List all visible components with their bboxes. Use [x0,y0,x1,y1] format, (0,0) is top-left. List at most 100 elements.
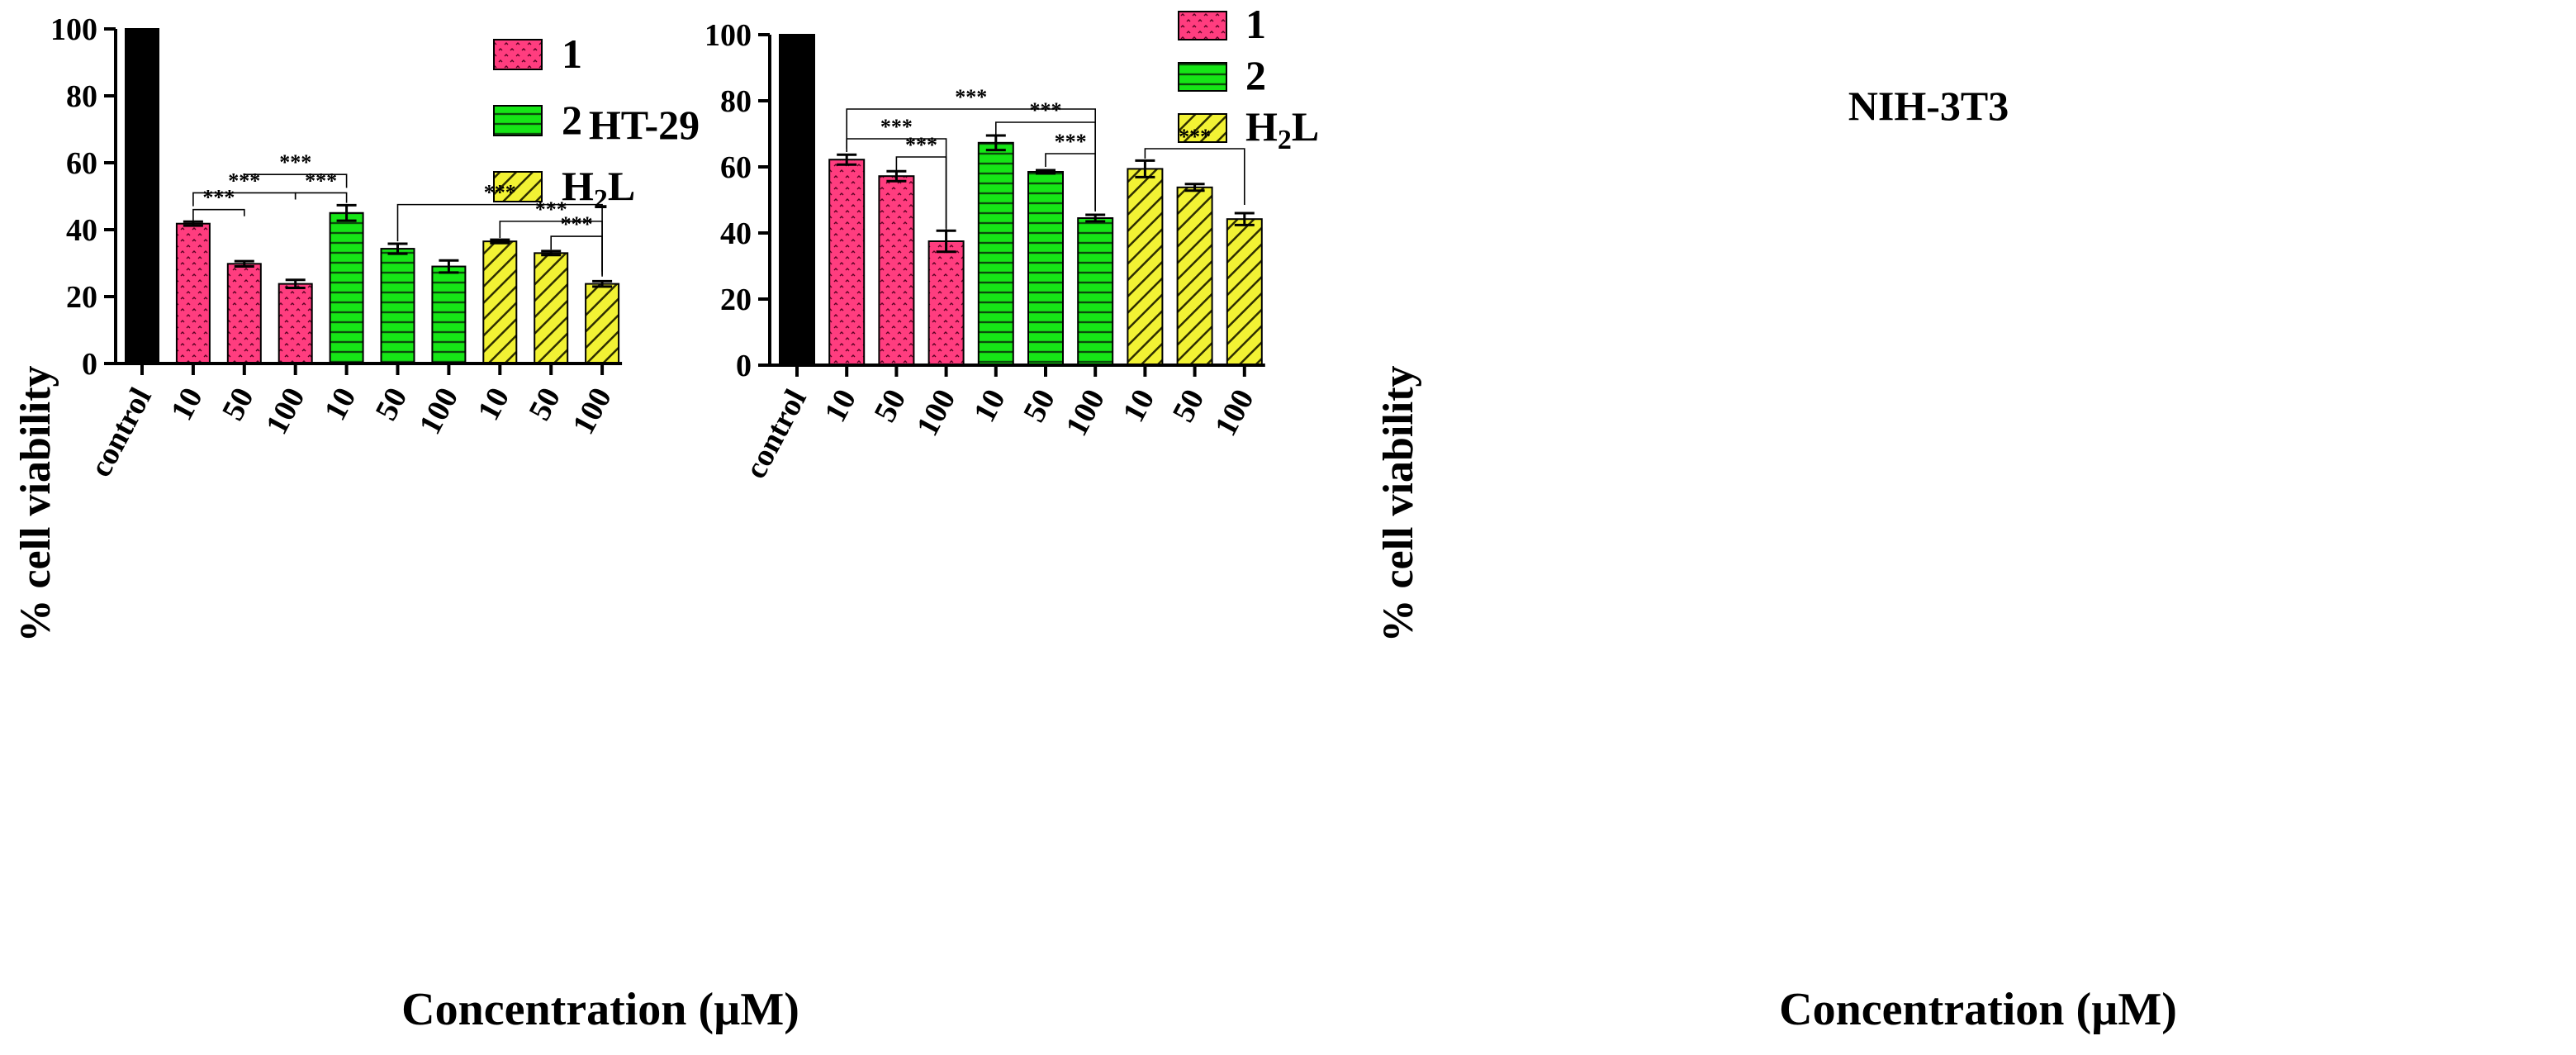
bar-2-10 [977,141,1014,367]
significance-label: *** [484,181,516,205]
bar-1-50 [226,263,262,364]
legend: 1 2 H2L [1178,1,1319,155]
significance-label: *** [1055,130,1087,154]
significance-label: *** [1030,98,1062,122]
bracket-line [1045,153,1096,210]
error-bar [592,279,613,288]
significance-bracket: *** [550,212,603,277]
x-tick-label: control [738,384,814,485]
error-bar [1234,211,1255,226]
y-tick-label: 40 [66,213,97,248]
bar-H2L-100 [1226,218,1263,367]
bar-1-10 [175,222,211,364]
error-bar [1085,213,1106,223]
x-tick-label: 100 [1059,384,1112,442]
legend-swatch [1178,11,1227,40]
legend-swatch [493,105,543,136]
x-tick-label: 10 [471,383,516,426]
error-bar [1135,159,1155,178]
significance-label: *** [535,197,567,221]
bar-2-50 [380,248,415,364]
error-bar [387,242,408,255]
error-bar [936,229,956,254]
significance-label: *** [305,169,337,192]
chart-panel-nih3t3: NIH-3T3 % cell viability Concentration (… [704,1,2177,1035]
bar-control-control [125,28,159,364]
y-tick-label: 40 [720,216,752,251]
error-bar [541,249,562,257]
error-bar [490,238,510,245]
x-tick-label: 100 [413,383,466,440]
significance-label: *** [202,186,235,210]
bar-control-control [779,34,815,366]
y-tick-label: 0 [82,347,97,382]
x-tick-label: 50 [369,383,415,426]
bracket-line [1144,148,1245,205]
bar-H2L-50 [1176,186,1213,366]
bar-1-50 [878,175,915,366]
significance-bracket: *** [895,133,947,230]
significance-label: *** [1179,125,1211,149]
chart-title: NIH-3T3 [1848,83,2009,129]
legend-item-compound_1: 1 [1178,1,1266,47]
bar-1-10 [828,159,866,366]
x-tick-label: 10 [164,383,210,426]
y-tick-label: 100 [704,18,752,53]
significance-label: *** [561,212,593,236]
x-tick-label: 10 [818,384,863,428]
bar-H2L-50 [534,252,569,364]
significance-bracket: *** [499,197,603,275]
y-tick-label: 60 [720,150,752,185]
bracket-line [294,192,348,203]
chart-title: HT-29 [589,102,700,148]
bar-H2L-100 [585,283,620,364]
error-bar [285,278,306,289]
significance-label: *** [905,133,937,157]
y-tick-label: 80 [720,84,752,119]
bracket-line [244,173,348,188]
x-axis-title: Concentration (µM) [401,984,799,1035]
legend-label: H2L [562,163,635,215]
bar-2-10 [329,211,364,364]
error-bar [1184,183,1205,192]
error-bar [336,203,357,222]
x-tick-label: 100 [566,383,619,440]
x-tick-label: control [83,383,159,483]
significance-bracket: *** [1144,125,1245,205]
significance-bracket: *** [294,169,348,203]
legend-item-compound_1: 1 [493,31,582,77]
significance-label: *** [955,85,987,109]
x-tick-label: 50 [1017,384,1062,428]
significance-label: *** [279,150,311,174]
significance-bracket: *** [1045,130,1096,210]
error-bar [886,169,907,183]
legend-swatch [493,171,543,202]
y-tick-label: 0 [736,349,752,383]
significance-label: *** [880,115,913,139]
error-bar [1036,169,1056,175]
legend-item-compound_2: 2 [1178,52,1266,98]
error-bar [439,259,459,274]
bracket-line [550,235,603,277]
legend: 1 2 H2L [493,31,635,215]
y-tick-label: 100 [50,12,97,47]
bracket-line [895,156,947,230]
bar-H2L-10 [482,240,518,364]
legend-swatch [1178,62,1227,92]
chart-panel-ht29: HT-29 % cell viability Concentration (µM… [12,12,799,1035]
x-tick-label: 50 [1166,384,1212,428]
x-tick-label: 100 [910,384,963,442]
error-bar [837,153,857,166]
bar-1-100 [278,283,313,364]
error-bar [234,259,254,269]
x-tick-label: 10 [967,384,1013,428]
y-axis-title: % cell viability [12,365,59,642]
bar-2-50 [1027,171,1064,366]
x-axis-title: Concentration (µM) [1779,984,2177,1035]
legend-label: 1 [1245,1,1266,47]
x-tick-label: 100 [1208,384,1261,442]
significance-bracket: *** [244,150,348,188]
bracket-line [192,208,245,223]
significance-bracket: *** [396,181,603,272]
